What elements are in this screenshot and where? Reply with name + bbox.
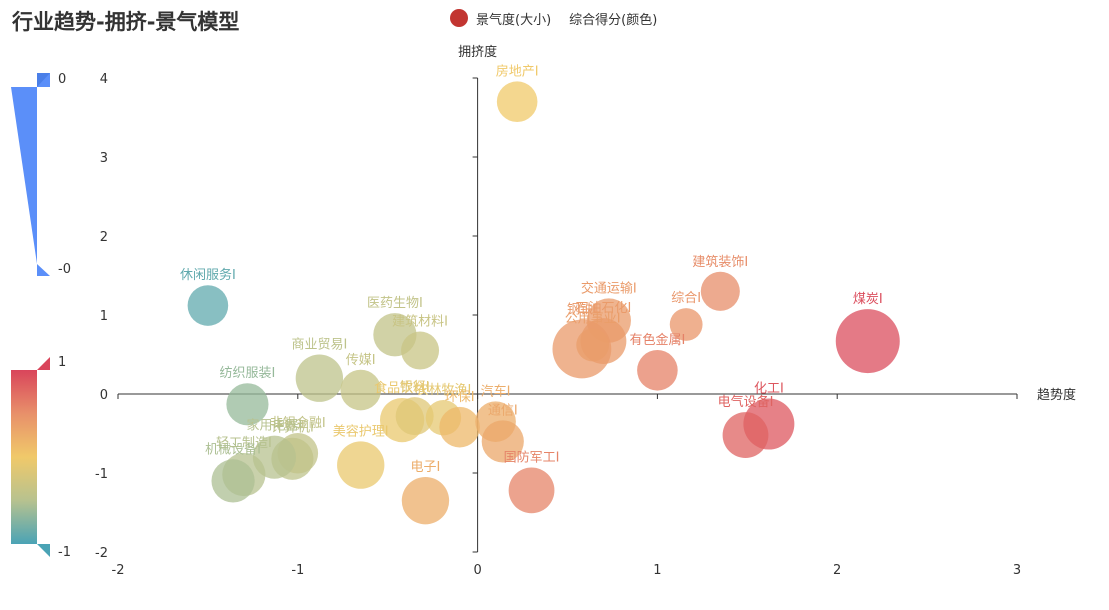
data-point xyxy=(700,271,740,311)
data-label: 食品饮料I xyxy=(374,380,430,396)
x-axis-name: 趋势度 xyxy=(1037,387,1076,403)
data-point xyxy=(337,441,385,489)
legend[interactable]: 景气度(大小) 综合得分(颜色) xyxy=(450,8,675,28)
y-tick-label: 3 xyxy=(100,151,108,166)
data-label: 农林牧渔I xyxy=(416,383,472,398)
data-point xyxy=(187,285,229,326)
y-axis-name: 拥挤度 xyxy=(458,44,497,60)
legend-item-color[interactable]: 综合得分(颜色) xyxy=(569,12,658,28)
chart-title: 行业趋势-拥挤-景气模型 xyxy=(12,10,240,34)
y-tick-label: -2 xyxy=(95,546,108,561)
x-tick-label: 1 xyxy=(653,563,661,578)
data-label: 交通运输I xyxy=(581,280,637,296)
size-map-max-label: 0 xyxy=(58,72,66,87)
data-point xyxy=(401,476,450,525)
size-map-min-label: -0 xyxy=(58,262,71,277)
data-label: 石油石化I xyxy=(576,301,632,316)
data-label: 建筑装饰I xyxy=(692,254,748,270)
data-point xyxy=(295,354,344,402)
legend-item-size[interactable]: 景气度(大小) xyxy=(476,12,552,28)
data-point xyxy=(496,81,538,122)
data-point xyxy=(637,350,678,391)
data-label: 电子I xyxy=(411,460,441,475)
x-tick-label: -1 xyxy=(291,563,304,578)
x-tick-label: 2 xyxy=(833,563,841,578)
data-label: 轻工制造I xyxy=(216,436,272,451)
data-label: 综合I xyxy=(671,291,701,306)
data-point xyxy=(722,412,769,458)
size-map-wedge xyxy=(11,87,37,264)
data-label: 环保I xyxy=(445,390,475,405)
color-map-min-label: -1 xyxy=(58,545,71,560)
y-tick-label: 4 xyxy=(100,72,108,87)
data-label: 纺织服装I xyxy=(220,366,276,381)
data-point xyxy=(395,397,434,436)
data-point xyxy=(401,331,440,370)
size-map-bottom-handle-icon[interactable] xyxy=(37,264,50,276)
data-label: 医药生物I xyxy=(367,296,423,311)
x-tick-label: 0 xyxy=(473,563,481,578)
y-tick-label: -1 xyxy=(95,467,108,482)
data-label: 建筑材料I xyxy=(392,314,448,330)
data-point xyxy=(481,420,524,463)
data-points xyxy=(187,81,900,525)
data-label: 钢铁I xyxy=(567,303,597,318)
data-point xyxy=(226,383,269,426)
y-tick-label: 2 xyxy=(100,230,108,245)
color-visual-map[interactable]: 1 -1 xyxy=(11,355,71,560)
data-label: 休闲服务I xyxy=(180,267,236,283)
color-map-top-handle-icon[interactable] xyxy=(37,357,50,370)
data-point xyxy=(576,328,610,362)
x-tick-label: 3 xyxy=(1013,563,1021,578)
data-point xyxy=(211,459,255,503)
data-label: 家用电器I xyxy=(247,418,303,434)
data-point xyxy=(439,406,480,448)
data-label: 传媒I xyxy=(346,353,376,368)
data-label: 煤炭I xyxy=(853,292,883,307)
data-label: 商业贸易I xyxy=(291,338,347,353)
legend-marker-icon[interactable] xyxy=(450,9,468,27)
data-label: 国防军工I xyxy=(504,449,560,465)
axes: -2 -1 0 1 2 3 -2 -1 0 1 2 3 4 趋势度 拥挤度 xyxy=(95,44,1076,578)
color-map-max-label: 1 xyxy=(58,355,66,370)
size-visual-map[interactable]: 0 -0 xyxy=(11,72,71,277)
data-label: 汽车I xyxy=(481,383,511,399)
data-label: 美容护理I xyxy=(333,423,389,439)
data-label: 房地产I xyxy=(496,63,539,79)
data-label: 机械设备I xyxy=(205,441,261,457)
color-map-bottom-handle-icon[interactable] xyxy=(37,544,50,557)
data-label: 电气设备I xyxy=(718,394,774,410)
y-tick-label: 1 xyxy=(100,309,108,324)
data-label: 通信I xyxy=(488,403,518,418)
color-map-bar xyxy=(11,370,37,544)
data-label: 有色金属I xyxy=(629,332,685,348)
data-label: 银行I xyxy=(400,380,430,395)
data-label: 公用事业I xyxy=(565,312,621,327)
data-label: 非银金融I xyxy=(270,415,326,431)
size-map-top-handle-tip-icon[interactable] xyxy=(37,73,50,87)
data-point xyxy=(835,309,900,374)
data-point xyxy=(340,369,382,411)
data-point xyxy=(669,308,703,341)
data-point xyxy=(508,467,555,514)
x-tick-label: -2 xyxy=(112,563,125,578)
data-label: 计算机I xyxy=(271,421,314,436)
data-label: 化工I xyxy=(754,382,784,397)
y-tick-label: 0 xyxy=(100,388,108,403)
